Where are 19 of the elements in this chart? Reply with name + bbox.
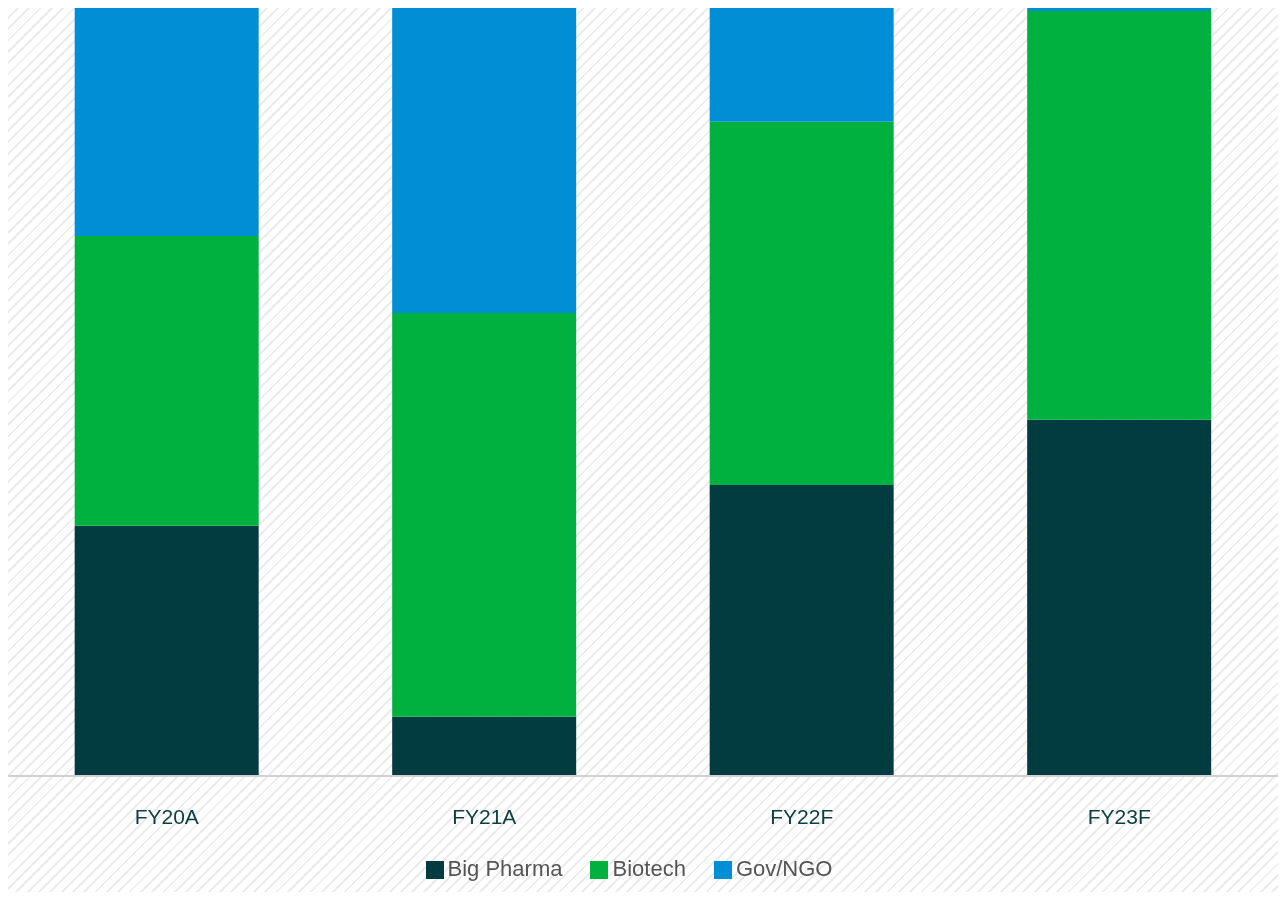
bar: [74, 8, 259, 237]
bar: [74, 525, 259, 776]
x-tick-label: FY22F: [770, 804, 834, 828]
bar: [709, 484, 894, 776]
bar: [392, 8, 577, 313]
bar: [1027, 11, 1212, 420]
bar: [392, 716, 577, 776]
bar: [1027, 8, 1212, 12]
bar: [709, 121, 894, 485]
bar: [709, 8, 894, 122]
x-tick-label: FY23F: [1087, 804, 1151, 828]
legend-label: Biotech: [612, 856, 686, 881]
legend-label: Big Pharma: [447, 856, 563, 881]
legend-label: Gov/NGO: [735, 856, 833, 881]
bar: [392, 312, 577, 717]
x-tick-label: FY21A: [452, 804, 517, 828]
bar: [1027, 419, 1212, 776]
bar: [74, 236, 259, 526]
x-tick-label: FY20A: [134, 804, 199, 828]
